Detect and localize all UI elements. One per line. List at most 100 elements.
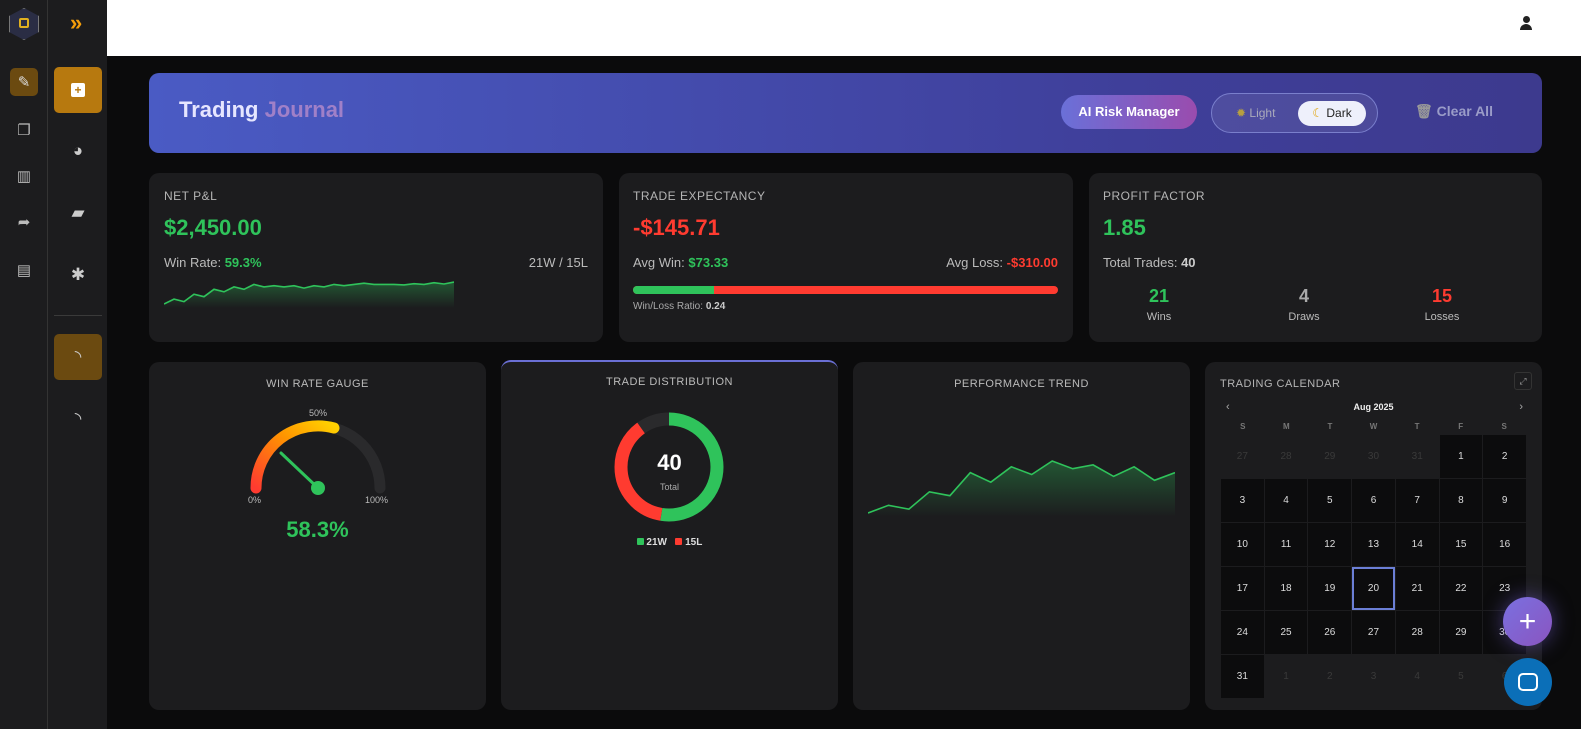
net-pnl-card: NET P&L $2,450.00 Win Rate: 59.3% 21W / … <box>149 173 603 342</box>
expand-sidebar-icon[interactable]: » <box>70 10 83 35</box>
calendar-day[interactable]: 5 <box>1458 671 1464 682</box>
add-trade-button[interactable]: + <box>1503 597 1552 646</box>
losses-stat: 15 Losses <box>1424 286 1460 323</box>
trend-line <box>868 460 1175 514</box>
calendar-day[interactable]: 4 <box>1414 671 1420 682</box>
calendar-day[interactable]: 1 <box>1439 435 1483 478</box>
calendar-day[interactable]: 12 <box>1308 523 1352 566</box>
calendar-day[interactable]: 28 <box>1395 611 1439 654</box>
distribution-title: TRADE DISTRIBUTION <box>606 376 733 388</box>
draws-stat: 4 Draws <box>1288 286 1320 323</box>
wins-stat: 21 Wins <box>1146 286 1172 323</box>
calendar-day[interactable]: 27 <box>1236 451 1248 462</box>
newspaper-icon[interactable]: ▤ <box>16 262 32 279</box>
win-loss-record: 21W / 15L <box>528 255 588 270</box>
user-icon[interactable] <box>1519 16 1533 32</box>
calendar-day[interactable]: 9 <box>1483 479 1526 522</box>
calendar-day[interactable]: 5 <box>1308 479 1352 522</box>
ai-risk-manager-button[interactable]: AI Risk Manager <box>1061 95 1197 129</box>
calendar-day[interactable]: 17 <box>1221 567 1264 610</box>
calendar-day[interactable]: 30 <box>1367 451 1380 462</box>
expand-icon[interactable]: ⤢ <box>1514 372 1532 390</box>
calendar-day[interactable]: 29 <box>1324 451 1336 462</box>
icon-rail: ✎ ❐ ▥ ➦ ▤ <box>0 0 48 729</box>
bug-icon[interactable]: ✱ <box>70 265 86 284</box>
page-title: Trading Journal <box>179 97 345 122</box>
sparkline-area <box>164 282 454 308</box>
pnl-sparkline <box>164 281 454 308</box>
calendar-day[interactable]: 24 <box>1221 611 1264 654</box>
calendar-day[interactable]: 8 <box>1439 479 1483 522</box>
calendar-title: TRADING CALENDAR <box>1220 378 1341 390</box>
win-loss-bar-fill <box>633 286 714 294</box>
moon-icon: ☾ <box>1312 106 1324 120</box>
sidebar: » + ◕ ▰ ✱ ◝ ◝ <box>48 0 107 729</box>
weekday-label: S <box>1501 422 1507 431</box>
total-trades: Total Trades: 40 <box>1103 255 1196 270</box>
calendar-day[interactable]: 14 <box>1395 523 1439 566</box>
trend-area <box>868 461 1175 517</box>
calendar-day[interactable]: 18 <box>1264 567 1308 610</box>
calendar-day[interactable]: 4 <box>1264 479 1308 522</box>
trade-distribution-card: TRADE DISTRIBUTION 40 Total 21W 15L <box>501 360 838 710</box>
palette-icon[interactable]: ◕ <box>72 141 84 160</box>
profit-factor-card: PROFIT FACTOR 1.85 Total Trades: 40 21 Wi… <box>1089 173 1542 342</box>
calendar-day[interactable]: 19 <box>1308 567 1352 610</box>
donut-total-label: Total <box>659 482 679 492</box>
calendar-day[interactable]: 1 <box>1283 671 1289 682</box>
plus-icon: + <box>1518 604 1537 638</box>
sticky-note-icon[interactable]: ▰ <box>71 203 85 222</box>
weekday-label: F <box>1458 422 1464 431</box>
donut-slice-losses <box>614 412 724 522</box>
share-icon[interactable]: ➦ <box>17 214 31 231</box>
legend-wins: 21W <box>636 537 667 548</box>
calendar-day[interactable]: 29 <box>1439 611 1483 654</box>
win-rate-gauge <box>250 420 386 495</box>
donut-slice-draws <box>614 412 724 522</box>
calendar-day[interactable]: 28 <box>1280 451 1292 462</box>
calendar-day[interactable]: 11 <box>1264 523 1308 566</box>
rss-icon[interactable]: ◝ <box>74 409 82 428</box>
gauge-title: WIN RATE GAUGE <box>266 378 369 390</box>
calendar-day[interactable]: 7 <box>1395 479 1439 522</box>
calendar-day[interactable]: 15 <box>1439 523 1483 566</box>
calendar-day[interactable]: 10 <box>1221 523 1264 566</box>
calendar-day[interactable]: 3 <box>1370 671 1377 682</box>
calendar-day[interactable]: 2 <box>1327 671 1333 682</box>
calendar-day[interactable]: 2 <box>1483 435 1526 478</box>
chat-button[interactable] <box>1504 658 1552 706</box>
calendar-day[interactable]: 31 <box>1411 451 1423 462</box>
dark-theme-button[interactable]: ☾ Dark <box>1298 101 1366 126</box>
weekday-label: T <box>1414 422 1420 431</box>
calendar-day[interactable]: 3 <box>1221 479 1264 522</box>
calendar-day[interactable]: 31 <box>1221 655 1264 698</box>
clear-all-button[interactable]: 🗑 Clear All <box>1415 103 1493 119</box>
win-rate-gauge-card: WIN RATE GAUGE 0% 50% 100% 58.3% <box>149 362 486 710</box>
rss-icon[interactable]: ◝ <box>54 334 102 380</box>
calendar-day-selected[interactable]: 20 <box>1352 567 1395 610</box>
prev-month-button[interactable]: ‹ <box>1226 401 1230 413</box>
sparkline-line <box>164 281 454 305</box>
weekday-label: M <box>1283 422 1290 431</box>
legend-losses: 15L <box>675 537 702 548</box>
light-theme-button[interactable]: ✹ Light <box>1236 106 1276 120</box>
calendar-day[interactable]: 13 <box>1352 523 1395 566</box>
calendar-day[interactable]: 6 <box>1352 479 1395 522</box>
copy-icon[interactable]: ❐ <box>17 122 31 139</box>
trade-expectancy-card: TRADE EXPECTANCY -$145.71 Avg Win: $73.3… <box>619 173 1073 342</box>
calendar-day[interactable]: 22 <box>1439 567 1483 610</box>
plus-square-icon[interactable]: + <box>54 67 102 113</box>
calendar-day[interactable]: 25 <box>1264 611 1308 654</box>
weekday-label: W <box>1369 422 1378 431</box>
calendar-day[interactable]: 16 <box>1483 523 1526 566</box>
calendar-day[interactable]: 21 <box>1395 567 1439 610</box>
calendar-day[interactable]: 27 <box>1352 611 1395 654</box>
avg-loss: Avg Loss: -$310.00 <box>946 255 1058 270</box>
next-month-button[interactable]: › <box>1519 401 1523 413</box>
bar-chart-icon[interactable]: ▥ <box>16 168 32 185</box>
calendar-day[interactable]: 26 <box>1308 611 1352 654</box>
edit-icon[interactable]: ✎ <box>10 68 38 96</box>
sun-icon: ✹ <box>1236 106 1247 120</box>
distribution-legend: 21W 15L <box>501 537 838 548</box>
